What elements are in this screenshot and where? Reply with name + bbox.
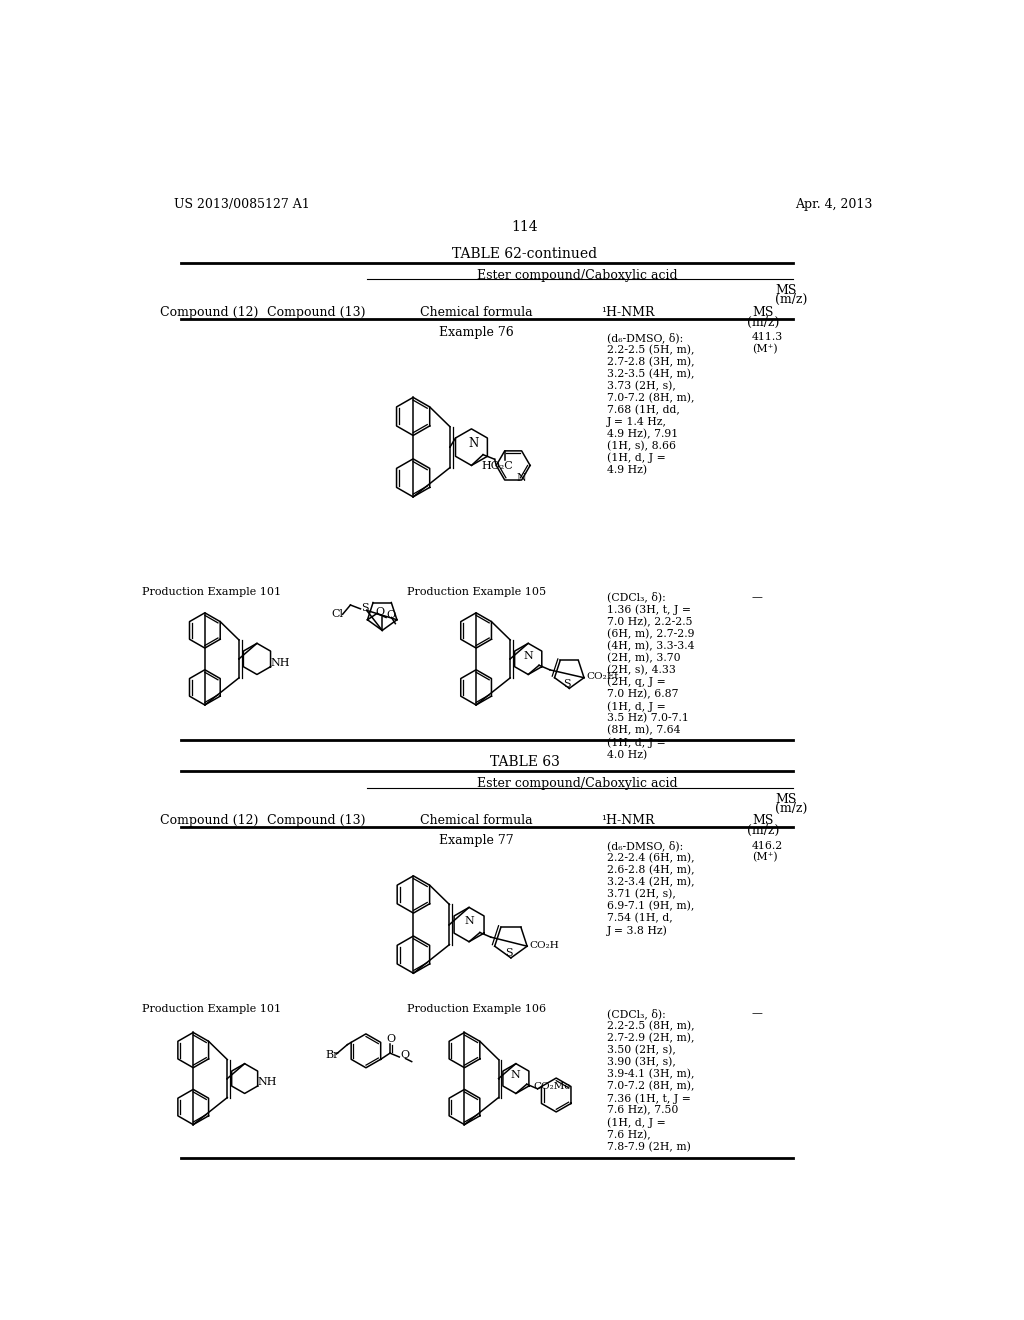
Text: Chemical formula: Chemical formula	[421, 306, 534, 319]
Text: Production Example 106: Production Example 106	[408, 1003, 547, 1014]
Text: MS: MS	[753, 814, 774, 828]
Text: S: S	[505, 948, 512, 958]
Text: O: O	[386, 610, 395, 620]
Text: N: N	[517, 473, 526, 483]
Text: 411.3
(M⁺): 411.3 (M⁺)	[752, 333, 783, 354]
Text: O: O	[386, 1034, 395, 1044]
Text: Ester compound/Caboxylic acid: Ester compound/Caboxylic acid	[477, 776, 678, 789]
Text: (m/z): (m/z)	[775, 803, 808, 816]
Text: (CDCl₃, δ):
2.2-2.5 (8H, m),
2.7-2.9 (2H, m),
3.50 (2H, s),
3.90 (3H, s),
3.9-4.: (CDCl₃, δ): 2.2-2.5 (8H, m), 2.7-2.9 (2H…	[607, 1008, 694, 1152]
Text: S: S	[563, 678, 570, 689]
Text: Compound (12): Compound (12)	[160, 814, 259, 828]
Text: Example 76: Example 76	[439, 326, 514, 339]
Text: Compound (13): Compound (13)	[267, 814, 366, 828]
Text: (m/z): (m/z)	[775, 293, 808, 306]
Text: CO₂Me: CO₂Me	[534, 1081, 570, 1090]
Text: ¹H-NMR: ¹H-NMR	[601, 814, 654, 828]
Text: Apr. 4, 2013: Apr. 4, 2013	[795, 198, 872, 211]
Text: (d₆-DMSO, δ):
2.2-2.5 (5H, m),
2.7-2.8 (3H, m),
3.2-3.5 (4H, m),
3.73 (2H, s),
7: (d₆-DMSO, δ): 2.2-2.5 (5H, m), 2.7-2.8 (…	[607, 333, 694, 475]
Text: Compound (13): Compound (13)	[267, 306, 366, 319]
Text: TABLE 62-continued: TABLE 62-continued	[453, 247, 597, 261]
Text: S: S	[361, 603, 369, 612]
Text: Example 77: Example 77	[439, 834, 514, 847]
Text: N: N	[511, 1071, 520, 1081]
Text: MS: MS	[775, 793, 797, 807]
Text: Production Example 101: Production Example 101	[142, 587, 282, 597]
Text: CO₂H: CO₂H	[529, 941, 559, 950]
Text: (m/z): (m/z)	[748, 315, 779, 329]
Text: Production Example 105: Production Example 105	[408, 587, 547, 597]
Text: HO₂C: HO₂C	[481, 461, 513, 471]
Text: —: —	[752, 1008, 763, 1019]
Text: NH: NH	[270, 657, 290, 668]
Text: O: O	[400, 1051, 410, 1060]
Text: (d₆-DMSO, δ):
2.2-2.4 (6H, m),
2.6-2.8 (4H, m),
3.2-3.4 (2H, m),
3.71 (2H, s),
6: (d₆-DMSO, δ): 2.2-2.4 (6H, m), 2.6-2.8 (…	[607, 841, 694, 936]
Text: N: N	[523, 651, 532, 661]
Text: TABLE 63: TABLE 63	[489, 755, 560, 770]
Text: Br: Br	[326, 1051, 339, 1060]
Text: 114: 114	[511, 220, 539, 234]
Text: MS: MS	[775, 284, 797, 297]
Text: CO₂Et: CO₂Et	[586, 672, 618, 681]
Text: N: N	[464, 916, 474, 927]
Text: N: N	[469, 437, 479, 450]
Text: (CDCl₃, δ):
1.36 (3H, t, J =
7.0 Hz), 2.2-2.5
(6H, m), 2.7-2.9
(4H, m), 3.3-3.4
: (CDCl₃, δ): 1.36 (3H, t, J = 7.0 Hz), 2.…	[607, 591, 694, 760]
Text: (m/z): (m/z)	[748, 824, 779, 837]
Text: MS: MS	[753, 306, 774, 319]
Text: Production Example 101: Production Example 101	[142, 1003, 282, 1014]
Text: ¹H-NMR: ¹H-NMR	[601, 306, 654, 319]
Text: Ester compound/Caboxylic acid: Ester compound/Caboxylic acid	[477, 268, 678, 281]
Text: Compound (12): Compound (12)	[160, 306, 259, 319]
Text: Chemical formula: Chemical formula	[421, 814, 534, 828]
Text: 416.2
(M⁺): 416.2 (M⁺)	[752, 841, 783, 862]
Text: Cl: Cl	[331, 610, 343, 619]
Text: O: O	[376, 607, 384, 616]
Text: NH: NH	[257, 1077, 276, 1088]
Text: US 2013/0085127 A1: US 2013/0085127 A1	[174, 198, 310, 211]
Text: —: —	[752, 591, 763, 602]
